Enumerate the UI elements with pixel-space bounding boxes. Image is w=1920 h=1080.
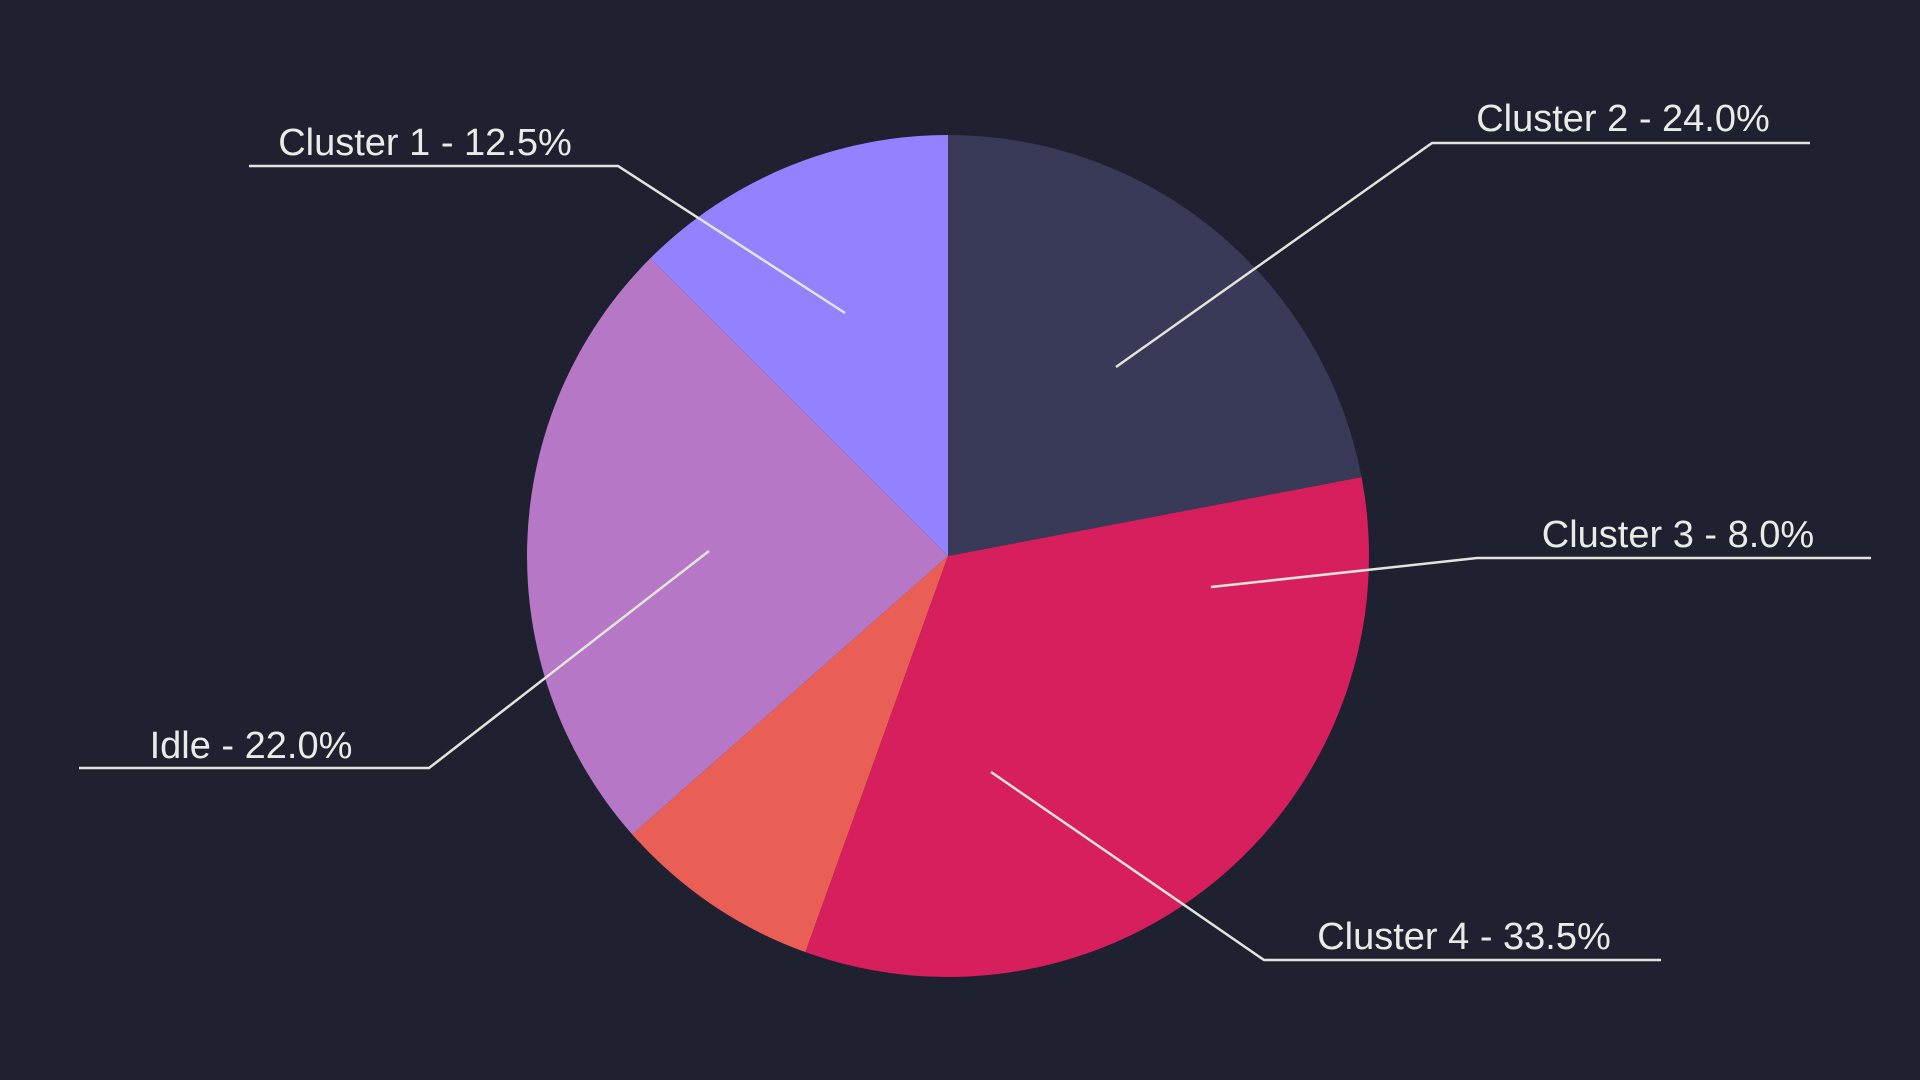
leader-lines-layer	[79, 141, 1871, 962]
slice-label-cluster-1: Cluster 1 - 12.5%	[278, 122, 572, 164]
pie-slice-cluster-2	[527, 258, 948, 835]
pie-slice-cluster-4	[805, 477, 1369, 977]
slice-label-cluster-3: Cluster 3 - 8.0%	[1542, 514, 1814, 556]
pie-slice-cluster-3	[632, 556, 948, 953]
slice-label-idle: Idle - 22.0%	[150, 725, 353, 767]
leader-line-cluster-2	[1115, 141, 1810, 369]
leader-line-cluster-1	[249, 164, 846, 315]
pie-slice-cluster-1	[650, 135, 948, 556]
slice-label-cluster-4: Cluster 4 - 33.5%	[1317, 916, 1611, 958]
leader-line-cluster-4	[990, 770, 1661, 962]
leader-line-idle	[79, 550, 710, 770]
slices-layer	[527, 135, 1369, 977]
labels-layer: Cluster 1 - 12.5% Cluster 2 - 24.0% Cluste…	[150, 98, 1815, 958]
leader-line-cluster-3	[1210, 556, 1871, 589]
slice-label-cluster-2: Cluster 2 - 24.0%	[1476, 98, 1770, 140]
pie-slice-idle	[948, 135, 1362, 556]
